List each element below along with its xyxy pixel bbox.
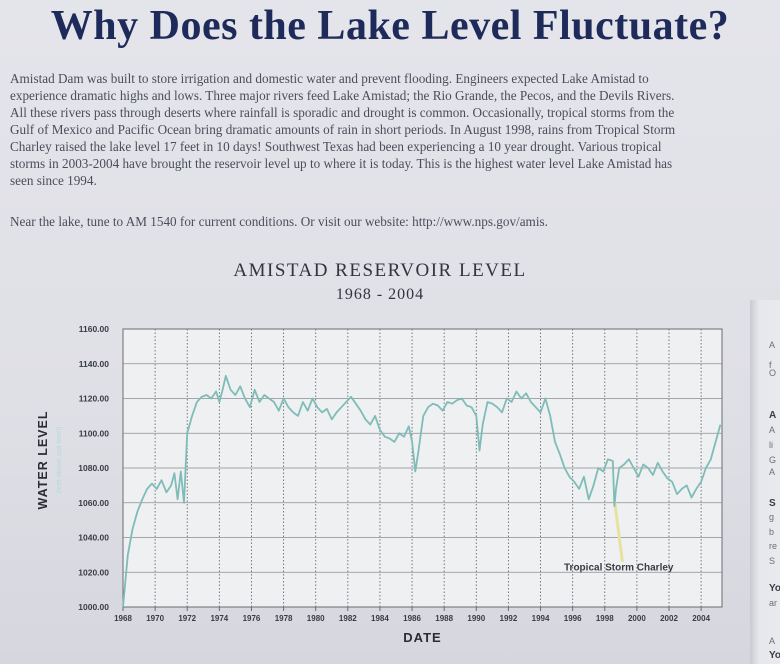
adjacent-panel-fragment: f: [769, 360, 772, 370]
adjacent-panel-fragment: ar: [769, 598, 778, 608]
chart-subtitle: 1968 - 2004: [335, 286, 425, 303]
adjacent-panel-fragment: Yo: [769, 583, 780, 594]
adjacent-panel-fragment: A: [769, 636, 776, 646]
y-tick-label: 1040.00: [78, 533, 109, 543]
intro-line: seen since 1994.: [10, 173, 97, 188]
adjacent-panel-fragment: li: [769, 440, 773, 450]
x-tick-label: 1972: [178, 614, 196, 623]
adjacent-panel-fragment: A: [769, 467, 776, 477]
y-tick-label: 1000.00: [78, 602, 109, 612]
intro-line: Charley raised the lake level 17 feet in…: [10, 139, 662, 154]
intro-line: Gulf of Mexico and Pacific Ocean bring d…: [10, 122, 676, 137]
y-tick-label: 1060.00: [78, 498, 109, 508]
adjacent-panel-fragment: A: [769, 425, 776, 435]
intro-line: storms in 2003-2004 have brought the res…: [10, 156, 673, 171]
x-tick-label: 1984: [371, 614, 389, 623]
x-tick-label: 2002: [660, 614, 678, 623]
x-tick-label: 1986: [403, 614, 421, 623]
y-axis-label: WATER LEVEL: [36, 411, 50, 510]
x-tick-label: 1992: [500, 614, 518, 623]
chart-title: AMISTAD RESERVOIR LEVEL: [233, 260, 527, 281]
intro-paragraph: Amistad Dam was built to store irrigatio…: [10, 70, 778, 189]
y-tick-label: 1100.00: [79, 428, 110, 438]
x-tick-label: 1982: [339, 614, 357, 623]
adjacent-panel-fragment: re: [769, 541, 778, 551]
annotation-pointer: [612, 499, 624, 563]
adjacent-panel-fragment: G: [769, 455, 777, 465]
headline: Why Does the Lake Level Fluctuate?: [50, 3, 730, 49]
x-tick-label: 1980: [307, 614, 325, 623]
series-line-reservoir-level: [122, 374, 722, 608]
y-tick-label: 1140.00: [79, 359, 110, 369]
x-tick-label: 1998: [596, 614, 614, 623]
x-tick-label: 1968: [114, 614, 132, 623]
adjacent-panel-fragment: Yo: [769, 650, 780, 661]
y-tick-label: 1120.00: [79, 394, 110, 404]
adjacent-panel-edge: [750, 300, 780, 664]
y-tick-label: 1080.00: [78, 463, 109, 473]
visit-info: Near the lake, tune to AM 1540 for curre…: [10, 214, 548, 229]
adjacent-panel-fragment: A: [769, 340, 776, 350]
x-tick-label: 1978: [275, 614, 293, 623]
intro-line: Amistad Dam was built to store irrigatio…: [10, 71, 649, 86]
y-axis-sublabel: (feet above sea level): [56, 427, 63, 494]
adjacent-panel-fragment: O: [769, 368, 777, 378]
x-tick-label: 1996: [564, 614, 582, 623]
adjacent-panel-fragment: S: [769, 498, 776, 509]
annotation-label: Tropical Storm Charley: [564, 563, 674, 574]
adjacent-panel-fragment: S: [769, 556, 776, 566]
x-tick-label: 2000: [628, 614, 646, 623]
adjacent-panel-fragment: g: [769, 512, 775, 522]
intro-line: All these rivers pass through deserts wh…: [10, 105, 675, 120]
x-tick-label: 1990: [467, 614, 485, 623]
x-tick-label: 1988: [435, 614, 453, 623]
y-tick-label: 1160.00: [79, 324, 110, 334]
y-tick-label: 1020.00: [78, 567, 109, 577]
x-axis-label: DATE: [403, 630, 441, 645]
x-tick-label: 1976: [243, 614, 261, 623]
adjacent-panel-fragment: A: [769, 410, 777, 421]
x-tick-label: 2004: [692, 614, 710, 623]
x-tick-label: 1994: [532, 614, 550, 623]
intro-line: experience dramatic highs and lows. Thre…: [10, 88, 675, 103]
x-tick-label: 1974: [210, 614, 228, 623]
x-tick-label: 1970: [146, 614, 164, 623]
adjacent-panel-fragment: b: [769, 527, 775, 537]
